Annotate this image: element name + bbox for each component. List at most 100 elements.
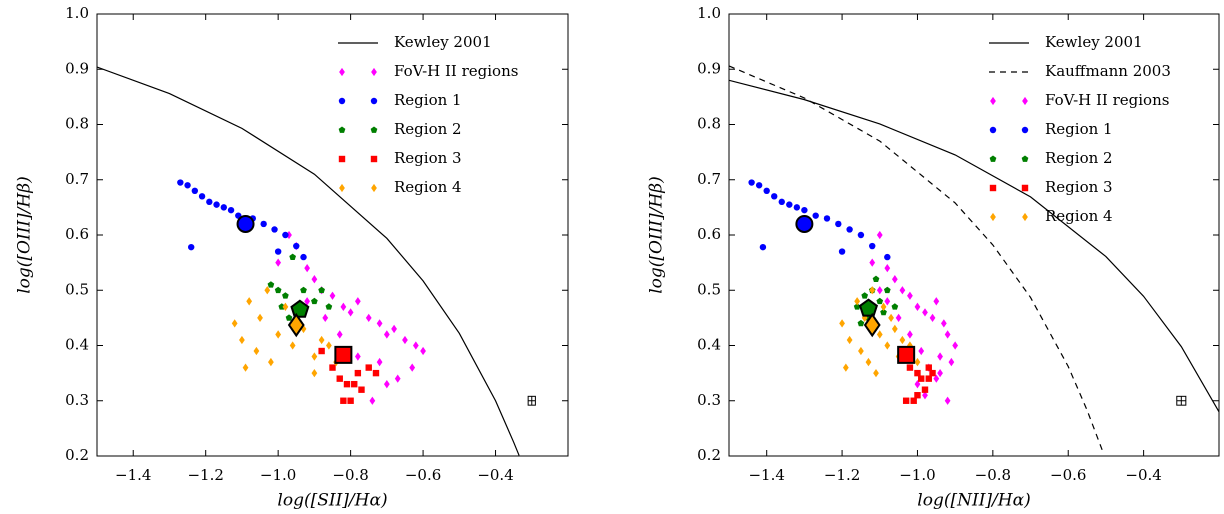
legend-label: Region 3 bbox=[394, 149, 462, 167]
point bbox=[289, 253, 296, 260]
point bbox=[376, 319, 383, 328]
point bbox=[853, 303, 861, 310]
y-tick-label: 0.7 bbox=[697, 170, 721, 188]
point bbox=[937, 352, 943, 361]
point bbox=[311, 297, 318, 305]
point bbox=[198, 193, 206, 200]
x-tick-label: −1.4 bbox=[115, 466, 151, 484]
point bbox=[354, 297, 361, 306]
point bbox=[778, 198, 785, 206]
point bbox=[812, 212, 819, 219]
point bbox=[899, 286, 906, 295]
point bbox=[358, 386, 365, 393]
point bbox=[846, 226, 853, 233]
point bbox=[264, 286, 271, 295]
y-tick-label: 0.4 bbox=[65, 336, 89, 354]
point bbox=[340, 302, 347, 311]
mean-marker bbox=[897, 345, 916, 364]
point bbox=[354, 352, 361, 361]
x-tick-label: −0.4 bbox=[1125, 466, 1161, 484]
point bbox=[884, 341, 891, 350]
point bbox=[184, 182, 191, 189]
point bbox=[869, 286, 876, 295]
x-tick-label: −0.8 bbox=[332, 466, 368, 484]
point bbox=[899, 335, 906, 345]
point bbox=[343, 380, 351, 388]
x-axis-label: log([NII]/Hα) bbox=[917, 491, 1030, 511]
legend-marker bbox=[1022, 212, 1028, 222]
legend-marker bbox=[990, 96, 996, 106]
point bbox=[351, 380, 358, 388]
point bbox=[918, 346, 925, 356]
mean-marker bbox=[795, 214, 814, 233]
x-tick-label: −1.0 bbox=[260, 466, 296, 484]
y-tick-label: 0.5 bbox=[65, 280, 89, 298]
mean-marker bbox=[290, 299, 310, 318]
point bbox=[873, 368, 879, 378]
point bbox=[412, 341, 419, 350]
point bbox=[191, 187, 199, 194]
point bbox=[842, 363, 849, 372]
point bbox=[420, 346, 426, 356]
point bbox=[902, 397, 910, 404]
legend-marker bbox=[1022, 96, 1028, 106]
mean-marker bbox=[863, 312, 881, 338]
point bbox=[922, 308, 928, 317]
point bbox=[857, 319, 865, 327]
point bbox=[861, 292, 869, 299]
point bbox=[260, 220, 267, 228]
point bbox=[907, 330, 913, 339]
point bbox=[884, 263, 891, 273]
point bbox=[944, 330, 951, 339]
point bbox=[383, 380, 390, 389]
point bbox=[759, 243, 767, 251]
point bbox=[929, 313, 936, 323]
y-tick-label: 0.5 bbox=[697, 280, 721, 298]
point bbox=[347, 308, 354, 317]
point bbox=[786, 201, 793, 208]
point bbox=[948, 357, 955, 367]
point bbox=[880, 308, 887, 316]
legend-marker bbox=[338, 126, 346, 133]
point bbox=[929, 369, 936, 377]
plot-frame bbox=[96, 13, 569, 457]
point bbox=[869, 242, 876, 250]
point bbox=[823, 215, 831, 222]
y-tick-label: 0.3 bbox=[697, 391, 721, 409]
point bbox=[801, 206, 808, 214]
point bbox=[861, 313, 868, 323]
point bbox=[369, 396, 376, 405]
point bbox=[372, 369, 380, 377]
point bbox=[275, 330, 282, 339]
y-axis-label: log([OIII]/Hβ) bbox=[15, 176, 35, 294]
point bbox=[282, 302, 289, 311]
legend-marker bbox=[370, 126, 378, 133]
point bbox=[391, 324, 397, 334]
y-tick-label: 1.0 bbox=[697, 4, 721, 22]
point bbox=[365, 313, 372, 323]
point bbox=[220, 204, 228, 211]
point bbox=[300, 253, 307, 261]
curve bbox=[97, 66, 520, 456]
point bbox=[253, 346, 260, 356]
y-tick-label: 0.6 bbox=[697, 225, 721, 243]
legend-label: Region 1 bbox=[394, 91, 462, 109]
legend-label: Region 2 bbox=[1045, 149, 1113, 167]
legend-marker bbox=[1021, 155, 1029, 162]
point bbox=[213, 201, 220, 208]
mean-marker bbox=[334, 345, 353, 364]
point bbox=[914, 380, 921, 389]
point bbox=[285, 314, 293, 321]
legend-label: Region 2 bbox=[394, 120, 462, 138]
point bbox=[304, 263, 311, 273]
point bbox=[325, 303, 333, 310]
point bbox=[318, 286, 325, 294]
x-tick-label: −1.2 bbox=[824, 466, 860, 484]
point bbox=[914, 357, 921, 367]
point bbox=[748, 179, 755, 186]
point bbox=[354, 369, 362, 377]
point bbox=[340, 397, 347, 404]
point bbox=[907, 341, 913, 350]
x-tick-label: −1.4 bbox=[748, 466, 784, 484]
